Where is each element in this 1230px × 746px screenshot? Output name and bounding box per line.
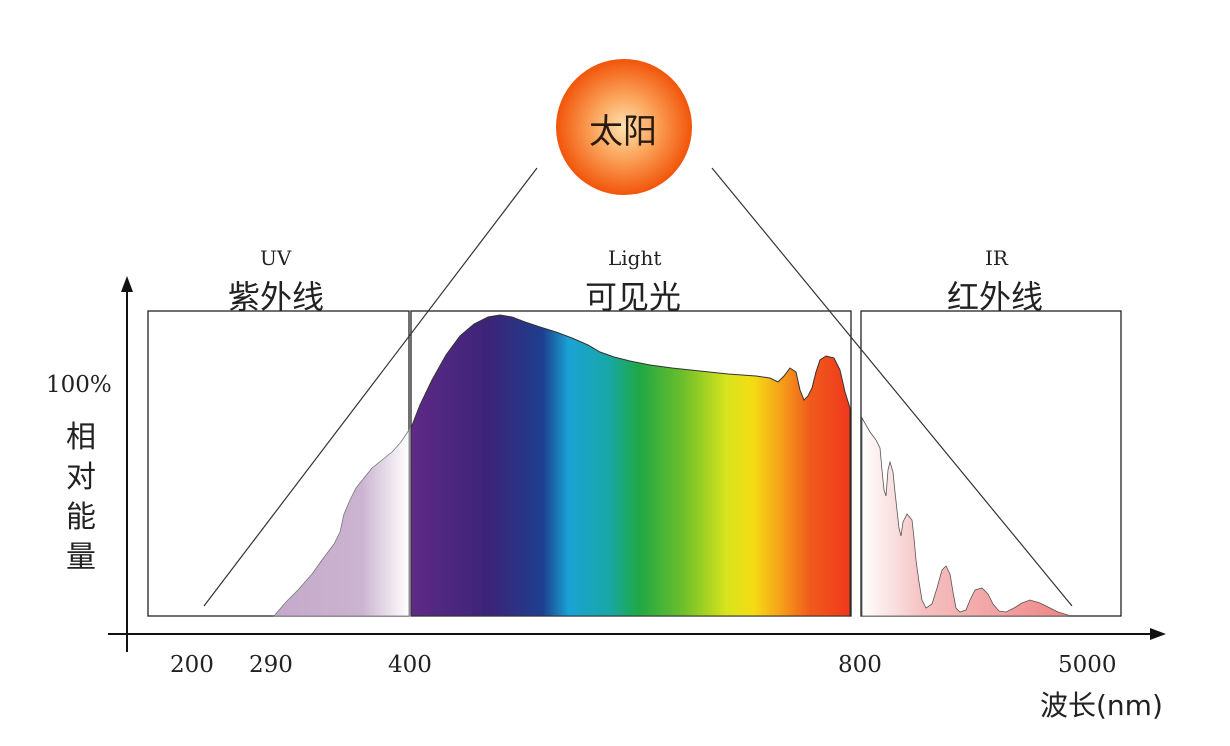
- y-axis-label-char: 对: [66, 460, 96, 495]
- ir-label-zh: 红外线: [947, 278, 1044, 316]
- sun-icon: [556, 59, 692, 195]
- y-axis-label-char: 能: [66, 500, 96, 535]
- y-axis-label-char: 量: [66, 540, 96, 575]
- sun-ray-left: [203, 167, 538, 607]
- x-axis-label: 波长(nm): [1040, 689, 1163, 722]
- x-tick-label: 290: [249, 652, 293, 678]
- ir-spectrum-area: [861, 416, 1069, 617]
- ir-label-en: IR: [985, 246, 1008, 270]
- x-tick-label: 200: [170, 652, 214, 678]
- sun-ray-right: [711, 167, 1073, 607]
- visible-spectrum-area: [410, 314, 851, 617]
- y-axis-label-char: 相: [66, 420, 96, 455]
- uv-spectrum-area: [273, 428, 410, 617]
- light-label-en: Light: [608, 246, 662, 270]
- x-tick-label: 800: [838, 652, 882, 678]
- x-tick-label: 400: [388, 652, 432, 678]
- uv-label-zh: 紫外线: [228, 278, 325, 316]
- x-tick-label: 5000: [1058, 652, 1117, 678]
- x-axis-arrow-icon: [1150, 628, 1166, 640]
- y-axis-arrow-icon: [121, 276, 133, 292]
- light-label-zh: 可见光: [585, 278, 682, 316]
- sun-label: 太阳: [589, 112, 657, 152]
- uv-label-en: UV: [260, 246, 292, 270]
- y-axis-top-value: 100%: [46, 372, 112, 398]
